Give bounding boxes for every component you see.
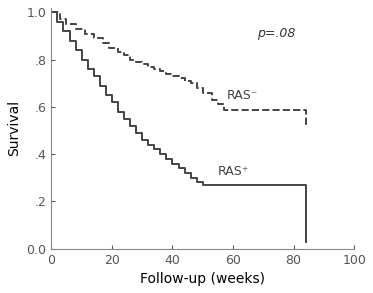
Y-axis label: Survival: Survival — [7, 100, 21, 156]
Text: p=.08: p=.08 — [257, 27, 296, 40]
Text: RAS⁻: RAS⁻ — [227, 89, 258, 102]
Text: RAS⁺: RAS⁺ — [218, 165, 249, 178]
X-axis label: Follow-up (weeks): Follow-up (weeks) — [140, 272, 265, 286]
